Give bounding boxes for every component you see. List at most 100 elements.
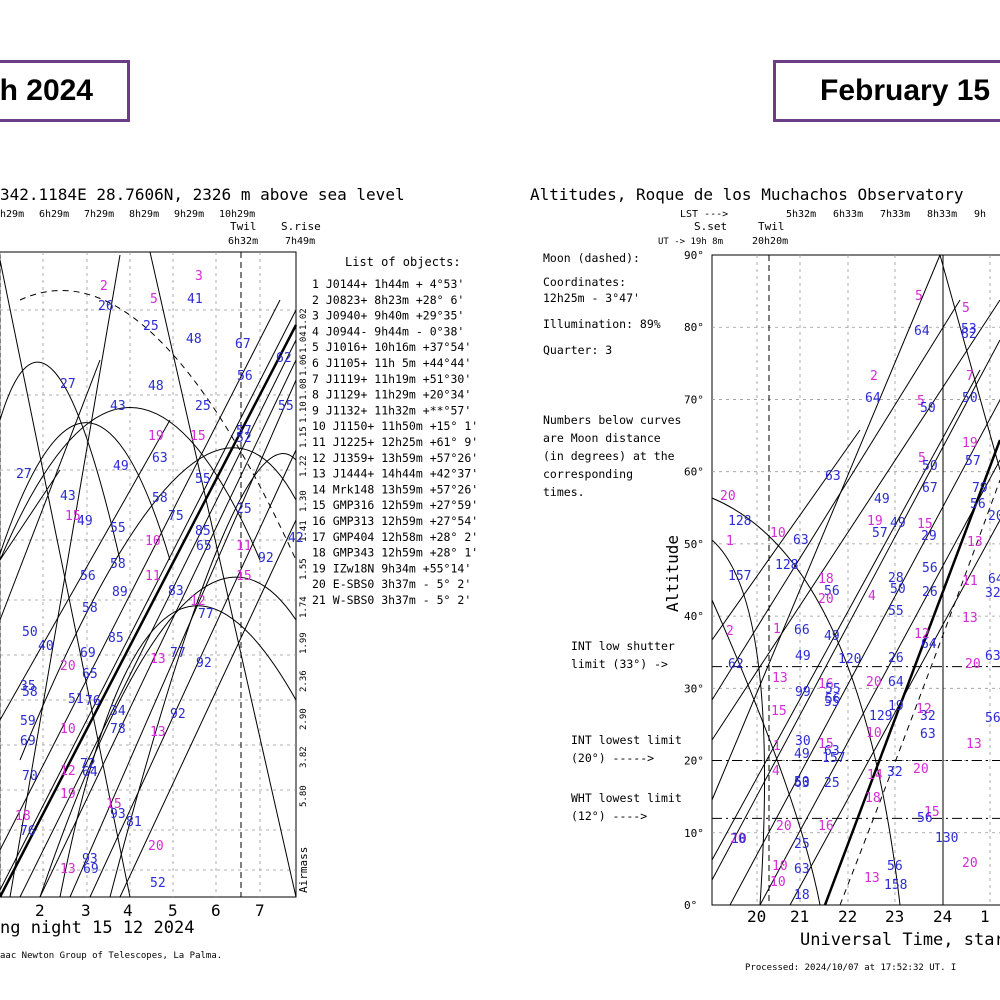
right-curve-number: 11 xyxy=(962,574,978,589)
left-x-tick: 7 xyxy=(255,901,265,920)
right-y-tick: 80° xyxy=(684,321,704,334)
airmass-tick: 1.41 xyxy=(299,520,309,542)
left-rising-track xyxy=(0,469,61,561)
left-srise-time: 7h49m xyxy=(285,236,315,247)
airmass-tick: 1.02 xyxy=(299,308,309,330)
left-arc-track xyxy=(0,407,261,561)
left-airmass-ticks: 1.021.041.06 1.081.10 1.15 1.22 1.30 1.41 1.55… xyxy=(299,308,309,807)
left-bold-track xyxy=(0,324,298,898)
left-x-tick: 5 xyxy=(168,901,178,920)
right-curve-number: 158 xyxy=(884,878,907,893)
right-curve-number: 50 xyxy=(794,775,810,790)
limit-note-line: limit (33°) -> xyxy=(571,657,668,671)
airmass-tick: 2.90 xyxy=(299,708,309,730)
right-curve-number: 4 xyxy=(772,764,780,779)
object-list-item: 8 J1129+ 11h29m +20°34' xyxy=(312,388,471,402)
limit-note-line: (12°) ----> xyxy=(571,809,647,823)
left-curve-number: 34 xyxy=(110,704,126,719)
right-curve-number: 50 xyxy=(920,401,936,416)
right-curve-number: 32 xyxy=(887,765,903,780)
moon-info-line: Coordinates: xyxy=(543,275,626,289)
right-arc-track xyxy=(939,254,1000,471)
right-curve-number: 18 xyxy=(794,888,810,903)
left-curve-number: 43 xyxy=(60,489,76,504)
right-y-tick: 70° xyxy=(684,393,704,406)
left-curve-number: 58 xyxy=(152,491,168,506)
right-rising-track xyxy=(789,519,1000,906)
right-curve-number: 64 xyxy=(988,572,1000,587)
right-curve-number: 28 xyxy=(888,571,904,586)
left-curve-number: 93 xyxy=(82,852,98,867)
right-lst-tick: 8h33m xyxy=(927,209,957,220)
right-curve-number: 16 xyxy=(818,819,834,834)
right-curve-number: 56 xyxy=(922,561,938,576)
right-curve-number: 20 xyxy=(730,832,746,847)
airmass-tick: 1.74 xyxy=(299,596,309,618)
left-curve-number: 13 xyxy=(150,652,166,667)
left-curve-number: 76 xyxy=(20,824,36,839)
right-curve-number: 56 xyxy=(887,859,903,874)
right-curve-number: 18 xyxy=(865,791,881,806)
moon-note: Numbers below curves are Moon distance (in… xyxy=(543,413,681,499)
object-list-item: 13 J1444+ 14h44m +42°37' xyxy=(312,467,478,481)
left-airmass-label: Airmass xyxy=(297,847,310,893)
right-curve-number: 82 xyxy=(961,327,977,342)
left-curve-number: 55 xyxy=(195,472,211,487)
right-curve-number: 128 xyxy=(775,558,798,573)
right-curve-number: 63 xyxy=(793,533,809,548)
right-curve-number: 7 xyxy=(966,369,974,384)
left-curve-number: 65 xyxy=(82,667,98,682)
left-rising-track xyxy=(0,309,297,891)
left-curve-number: 92 xyxy=(258,551,274,566)
left-curve-number: 18 xyxy=(15,809,31,824)
airmass-tick: 1.10 xyxy=(299,401,309,423)
right-curve-number: 12 xyxy=(916,702,932,717)
right-curve-number: 2 xyxy=(870,369,878,384)
right-lst-tick: 7h33m xyxy=(880,209,910,220)
left-arc-track xyxy=(19,447,297,761)
left-x-tick: 4 xyxy=(123,901,133,920)
right-y-tick: 40° xyxy=(684,610,704,623)
moon-note-line: Numbers below curves xyxy=(543,413,681,427)
limit-note-line: WHT lowest limit xyxy=(571,791,682,805)
right-curve-number: 57 xyxy=(872,526,888,541)
right-y-axis-label: Altitude xyxy=(663,535,682,612)
left-curve-number: 65 xyxy=(196,539,212,554)
left-curve-number: 56 xyxy=(237,369,253,384)
left-curve-number: 58 xyxy=(110,557,126,572)
airmass-tick: 1.06 xyxy=(299,354,309,376)
right-curve-number: 50 xyxy=(890,582,906,597)
left-curve-number: 20 xyxy=(60,659,76,674)
right-curve-number: 13 xyxy=(967,535,983,550)
left-curve-number: 58 xyxy=(22,685,38,700)
right-gridlines xyxy=(712,255,1000,905)
right-date-banner: February 15 xyxy=(773,60,1000,122)
left-curve-number: 63 xyxy=(152,451,168,466)
right-x-tick: 24 xyxy=(933,907,952,926)
left-curve-number: 89 xyxy=(112,585,128,600)
left-curve-number: 69 xyxy=(83,862,99,877)
right-curve-number: 55 xyxy=(825,682,841,697)
right-curve-number: 66 xyxy=(794,623,810,638)
left-curve-number: 25 xyxy=(143,319,159,334)
right-footer: Processed: 2024/10/07 at 17:52:32 UT. I xyxy=(745,963,956,973)
object-list-item: 12 J1359+ 13h59m +57°26' xyxy=(312,451,478,465)
right-y-tick: 60° xyxy=(684,466,704,479)
left-curve-number: 2 xyxy=(100,279,108,294)
right-curve-number: 25 xyxy=(794,837,810,852)
left-curve-number: 55 xyxy=(278,399,294,414)
left-curve-number: 43 xyxy=(110,399,126,414)
left-curve-number: 19 xyxy=(148,429,164,444)
right-ut-label: UT -> 19h 8m xyxy=(658,237,723,247)
left-curve-number: 93 xyxy=(110,807,126,822)
right-curve-number: 19 xyxy=(888,699,904,714)
right-curve-number: 30 xyxy=(795,734,811,749)
left-curve-number: 75 xyxy=(168,509,184,524)
left-lst-tick: 9h29m xyxy=(174,209,204,220)
right-rising-track xyxy=(711,429,861,641)
left-lst-tick: 7h29m xyxy=(84,209,114,220)
right-rising-track xyxy=(729,399,1000,906)
right-curve-number: 1 xyxy=(773,622,781,637)
right-curve-number: 20 xyxy=(720,489,736,504)
